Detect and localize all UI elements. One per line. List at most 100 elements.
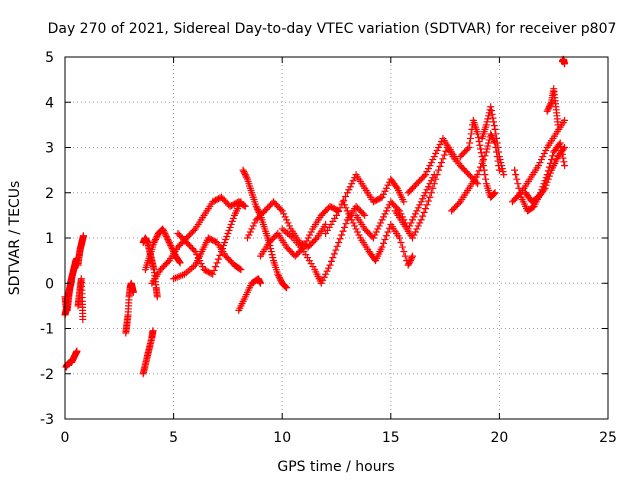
data-point — [240, 168, 248, 176]
series-arc-25 — [478, 103, 508, 179]
data-point — [322, 270, 330, 278]
data-point — [484, 142, 492, 150]
data-point — [317, 279, 325, 287]
data-point — [216, 251, 224, 259]
data-point — [534, 162, 542, 170]
data-point — [283, 216, 291, 224]
data-point — [384, 228, 392, 236]
series-arc-03 — [62, 347, 81, 371]
data-point — [165, 237, 173, 245]
x-tick-label: 0 — [61, 430, 70, 446]
data-point — [482, 121, 490, 129]
data-point — [546, 101, 554, 109]
data-point — [392, 183, 400, 191]
data-point — [278, 207, 286, 215]
data-point — [414, 204, 422, 212]
data-point — [167, 242, 175, 250]
data-point — [424, 165, 432, 173]
series-arc-20 — [352, 171, 438, 242]
y-tick-label: 4 — [45, 95, 54, 111]
data-point — [404, 261, 412, 269]
data-point — [338, 231, 346, 239]
data-point — [419, 212, 427, 220]
data-point — [395, 234, 403, 242]
data-point — [320, 273, 328, 281]
data-point — [498, 165, 506, 173]
data-point — [483, 118, 491, 126]
data-point — [378, 193, 386, 201]
data-point — [466, 139, 474, 147]
data-point — [342, 204, 350, 212]
data-point — [380, 239, 388, 247]
data-point — [241, 202, 249, 210]
data-point — [511, 166, 519, 174]
data-point — [498, 162, 506, 170]
data-point — [237, 266, 245, 274]
data-point — [277, 205, 285, 213]
axis-ticks: 0 5 10 15 20 25 -3 -2 -1 0 1 2 3 4 5 — [40, 50, 617, 446]
data-point — [485, 112, 493, 120]
data-point — [164, 258, 172, 266]
series-arc-24 — [456, 116, 499, 201]
series-arc-26 — [508, 116, 569, 206]
data-point — [73, 347, 81, 355]
data-point — [190, 226, 198, 234]
data-point — [225, 226, 233, 234]
data-point — [406, 258, 414, 266]
data-point — [489, 114, 497, 122]
x-tick-label: 20 — [490, 430, 508, 446]
data-point — [228, 217, 236, 225]
data-point — [159, 226, 167, 234]
data-point — [149, 327, 157, 335]
data-point — [346, 213, 354, 221]
data-point — [221, 239, 229, 247]
data-point — [545, 172, 553, 180]
data-point — [197, 260, 205, 268]
data-point — [423, 186, 431, 194]
data-point — [282, 283, 290, 291]
data-point — [422, 205, 430, 213]
data-point — [381, 210, 389, 218]
data-point — [487, 131, 495, 139]
data-point — [163, 234, 171, 242]
data-point — [426, 193, 434, 201]
x-tick-label: 25 — [599, 430, 617, 446]
data-point — [269, 254, 277, 262]
data-point — [440, 151, 448, 159]
data-point — [304, 234, 312, 242]
data-point — [400, 248, 408, 256]
data-point — [541, 184, 549, 192]
data-point — [245, 231, 253, 239]
data-point — [361, 211, 369, 219]
data-point — [417, 216, 425, 224]
data-point — [384, 181, 392, 189]
data-point — [153, 232, 161, 240]
data-point — [283, 284, 291, 292]
data-point — [176, 259, 184, 267]
series-arc-15 — [243, 198, 330, 251]
y-tick-label: -2 — [40, 367, 54, 383]
data-point — [307, 228, 315, 236]
data-point — [406, 257, 414, 265]
data-marks — [61, 55, 569, 378]
data-point — [339, 198, 347, 206]
series-arc-11 — [170, 234, 245, 283]
data-point — [227, 220, 235, 228]
data-point — [369, 234, 377, 242]
data-point — [285, 222, 293, 230]
data-point — [561, 162, 569, 170]
data-point — [405, 260, 413, 268]
data-point — [482, 175, 490, 183]
data-point — [477, 145, 485, 153]
data-point — [411, 228, 419, 236]
series-arc-13 — [235, 275, 264, 314]
x-axis-title: GPS time / hours — [277, 459, 394, 475]
data-point — [323, 267, 331, 275]
data-point — [422, 171, 430, 179]
series-arc-12 — [174, 198, 245, 278]
data-point — [166, 240, 174, 248]
series-arc-04 — [74, 232, 87, 269]
data-point — [381, 187, 389, 195]
data-point — [420, 208, 428, 216]
data-point — [515, 184, 523, 192]
